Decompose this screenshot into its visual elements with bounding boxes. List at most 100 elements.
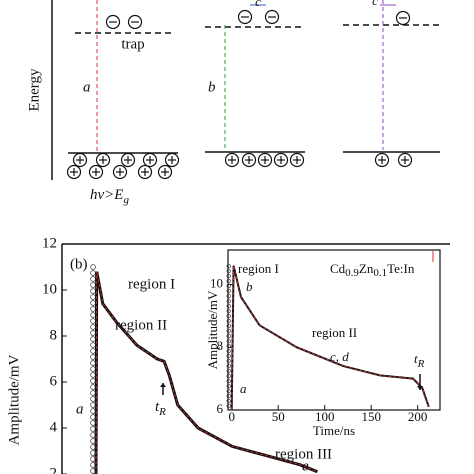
trace-a-marker [226, 363, 231, 369]
trace-a-marker [226, 403, 231, 409]
trace-a-marker [90, 342, 96, 348]
trap-label: trap [121, 36, 144, 52]
trace-a-marker [90, 396, 96, 402]
trace-a-marker [90, 390, 96, 396]
trace-a-marker [226, 348, 231, 354]
annotation: a [76, 401, 84, 417]
trace-a-marker [226, 393, 231, 399]
annotation: region II [312, 325, 357, 340]
x-tick-label: 50 [272, 409, 285, 424]
x-tick-label: 0 [228, 409, 235, 424]
marker-sub: R [417, 358, 425, 370]
annotation: e [302, 458, 309, 474]
trace-a-marker [226, 293, 231, 299]
trace-a-marker [226, 338, 231, 344]
trace-a-marker [90, 294, 96, 300]
marker-label: tR [155, 399, 166, 417]
excitation-label: hν>Eg [90, 187, 129, 205]
annotation: a [240, 381, 247, 396]
trace-a-marker [90, 282, 96, 288]
trace-a-marker [226, 378, 231, 384]
fit-line [231, 265, 430, 411]
sample-part: 0.9 [345, 267, 359, 279]
annotation: region I [238, 261, 279, 276]
trace-a-marker [226, 263, 231, 269]
y-tick-label: 6 [217, 401, 224, 416]
y-tick-label: 8 [217, 338, 224, 353]
transition-label: c [372, 0, 378, 8]
trace-a-marker [226, 268, 231, 274]
x-tick-label: 100 [315, 409, 335, 424]
y-tick-label: 4 [50, 419, 58, 435]
annotation: region II [115, 317, 167, 333]
sample-part: Cd [330, 261, 346, 276]
trace-a-marker [226, 273, 231, 279]
y-tick-label: 2 [50, 465, 58, 474]
trace-a-marker [90, 306, 96, 312]
excitation-sub: g [123, 194, 129, 206]
trace-a-marker [226, 368, 231, 374]
trace-a-marker [226, 373, 231, 379]
annotation: c, d [330, 349, 349, 364]
panel-label: (b) [70, 256, 88, 272]
trace-a-marker [226, 343, 231, 349]
trace-a-marker [90, 324, 96, 330]
trace-a-marker [90, 360, 96, 366]
trace-a-marker [226, 383, 231, 389]
y-tick-label: 6 [50, 373, 58, 389]
trace-a-marker [226, 333, 231, 339]
excitation-text: hν>E [90, 187, 123, 203]
trace-a-marker [226, 288, 231, 294]
x-tick-label: 150 [361, 409, 381, 424]
trace-a-marker [90, 270, 96, 276]
arrow-head [160, 383, 166, 387]
trace-a-marker [90, 330, 96, 336]
inset-frame [227, 249, 441, 411]
trace-a-marker [90, 288, 96, 294]
x-label: Time/ns [313, 423, 355, 438]
trace-a-marker [90, 312, 96, 318]
trace-a-marker [90, 372, 96, 378]
trace-a-marker [90, 384, 96, 390]
trace-a-marker [90, 336, 96, 342]
marker-label: tR [414, 351, 425, 370]
trace-a-marker [90, 378, 96, 384]
transition-label: c [255, 0, 261, 9]
annotation: region I [128, 276, 175, 292]
trace-a-marker [90, 366, 96, 372]
marker-text: t [155, 399, 160, 415]
sample-label: Cd0.9Zn0.1Te:In [330, 261, 415, 279]
fit-line [95, 271, 318, 474]
trace-a-marker [226, 278, 231, 284]
x-tick-label: 200 [408, 409, 428, 424]
sample-part: 0.1 [373, 267, 387, 279]
trace-a-marker [226, 303, 231, 309]
trace-a-marker [226, 298, 231, 304]
panel-label: a [83, 79, 91, 95]
carriers [66, 9, 413, 180]
trace-a-marker [226, 323, 231, 329]
trace-a-marker [90, 348, 96, 354]
trace-a-marker [226, 313, 231, 319]
y-tick-label: 12 [42, 235, 57, 251]
trace-a-marker [90, 354, 96, 360]
sample-part: Zn [359, 261, 374, 276]
trace-a-marker [226, 353, 231, 359]
y-tick-label: 10 [42, 281, 57, 297]
y-label: Amplitude/mV [6, 354, 22, 445]
energy-diagram [51, 0, 440, 180]
marker-text: t [414, 351, 418, 366]
arrow-head [417, 386, 423, 390]
marker-sub: R [158, 406, 166, 418]
trace-a-marker [226, 358, 231, 364]
trace-a-marker [90, 264, 96, 270]
y-tick-label: 10 [210, 275, 223, 290]
trace-a-marker [226, 388, 231, 394]
axis-label: Energy [26, 68, 42, 112]
sample-part: Te:In [387, 261, 415, 276]
plots: 2 4 6 8 10 12 Amplitude/mV (b) region I region II… [6, 235, 450, 474]
panel-label: b [208, 79, 216, 95]
trace-a-marker [90, 300, 96, 306]
y-tick-label: 8 [50, 327, 58, 343]
